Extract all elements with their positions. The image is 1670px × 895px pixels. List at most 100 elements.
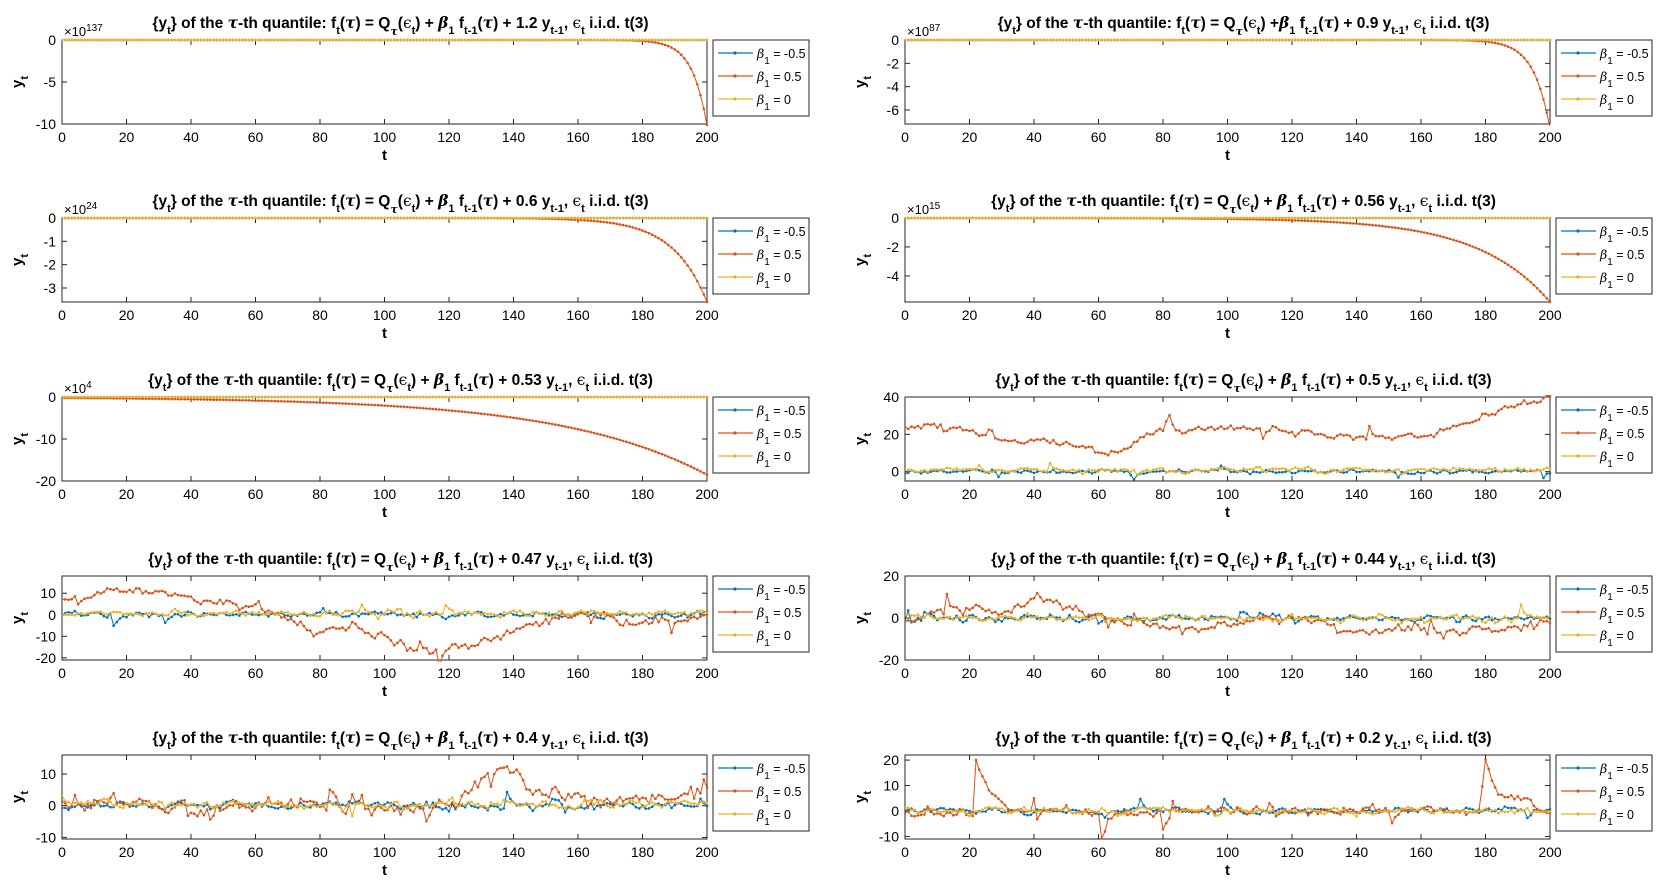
data-point (1068, 442, 1071, 446)
data-point (1345, 433, 1349, 437)
data-point (560, 615, 564, 619)
data-point (392, 395, 396, 399)
data-point (228, 216, 231, 220)
data-point (1355, 470, 1358, 474)
data-point (141, 38, 144, 42)
data-point (1097, 451, 1100, 454)
data-point (1197, 425, 1200, 429)
data-point (457, 395, 461, 399)
x-tick-label: 60 (248, 129, 264, 145)
data-point (1335, 434, 1339, 438)
data-point (948, 471, 952, 474)
data-point (609, 435, 612, 439)
data-point (1029, 438, 1033, 442)
data-point (932, 611, 936, 614)
data-point (705, 473, 709, 477)
data-point (1116, 469, 1120, 473)
data-point (525, 614, 528, 618)
data-point (1442, 235, 1445, 239)
data-point (952, 426, 955, 429)
data-point (409, 613, 412, 617)
data-point (373, 613, 377, 616)
data-point (128, 38, 131, 42)
data-point (1068, 216, 1071, 220)
data-point (444, 617, 448, 621)
data-point (573, 395, 577, 399)
data-point (1106, 38, 1110, 42)
x-tick-label: 120 (1280, 307, 1304, 323)
data-point (1213, 467, 1216, 471)
chart-title: {yt} of the τ-th quantile: ft(τ) = Qτ(ϵt… (998, 13, 1490, 38)
data-point (192, 613, 196, 616)
data-point (180, 38, 183, 42)
data-point (99, 38, 102, 42)
data-point (1245, 468, 1249, 472)
data-point (1232, 38, 1236, 42)
data-point (557, 617, 560, 620)
data-point (270, 610, 273, 614)
data-point (1303, 38, 1307, 42)
data-point (502, 633, 506, 637)
data-point (499, 395, 502, 399)
data-point (939, 608, 942, 611)
x-tick-label: 200 (695, 129, 719, 145)
data-point (667, 611, 670, 614)
data-point (1239, 611, 1242, 614)
data-point (1493, 255, 1497, 259)
data-point (354, 38, 357, 42)
data-point (932, 614, 936, 618)
data-point (202, 395, 206, 399)
data-point (1271, 218, 1274, 222)
data-point (138, 613, 141, 616)
data-point (699, 612, 702, 616)
data-point (1029, 470, 1033, 473)
data-point (1410, 432, 1413, 436)
data-point (531, 38, 535, 42)
data-point (1500, 216, 1503, 220)
data-point (328, 216, 332, 220)
data-point (83, 38, 86, 42)
data-point (1300, 216, 1303, 220)
x-tick-label: 100 (373, 129, 397, 145)
data-point (438, 38, 441, 42)
x-axis-label: t (1225, 147, 1230, 164)
data-point (367, 631, 370, 635)
data-point (702, 395, 706, 399)
data-point (1519, 468, 1523, 472)
chart-title: {yt} of the τ-th quantile: ft(τ) = Qτ(ϵt… (152, 13, 648, 38)
data-point (926, 38, 929, 42)
data-point (292, 395, 296, 399)
data-point (1290, 219, 1294, 222)
data-point (541, 395, 544, 399)
data-point (509, 216, 512, 220)
data-point (328, 611, 332, 615)
data-point (631, 442, 635, 446)
data-point (1023, 613, 1026, 617)
data-point (686, 61, 689, 65)
data-point (1358, 470, 1361, 474)
data-point (1145, 432, 1149, 435)
data-point (1413, 468, 1416, 471)
data-point (141, 614, 144, 618)
data-point (1035, 216, 1039, 220)
data-point (1439, 38, 1442, 42)
data-point (1522, 56, 1526, 60)
data-point (1293, 622, 1297, 625)
data-point (460, 611, 464, 614)
data-point (1052, 438, 1055, 442)
data-point (981, 38, 984, 42)
data-point (254, 399, 257, 402)
data-point (289, 613, 293, 616)
data-point (641, 216, 644, 220)
series-line-1 (905, 591, 1552, 640)
data-point (1335, 216, 1339, 220)
data-point (647, 231, 651, 235)
data-point (283, 38, 286, 42)
data-point (305, 628, 309, 632)
data-point (1384, 436, 1387, 440)
data-point (1010, 439, 1013, 443)
data-point (1377, 470, 1381, 473)
data-point (157, 395, 161, 399)
data-point (267, 612, 270, 615)
data-point (405, 649, 409, 652)
